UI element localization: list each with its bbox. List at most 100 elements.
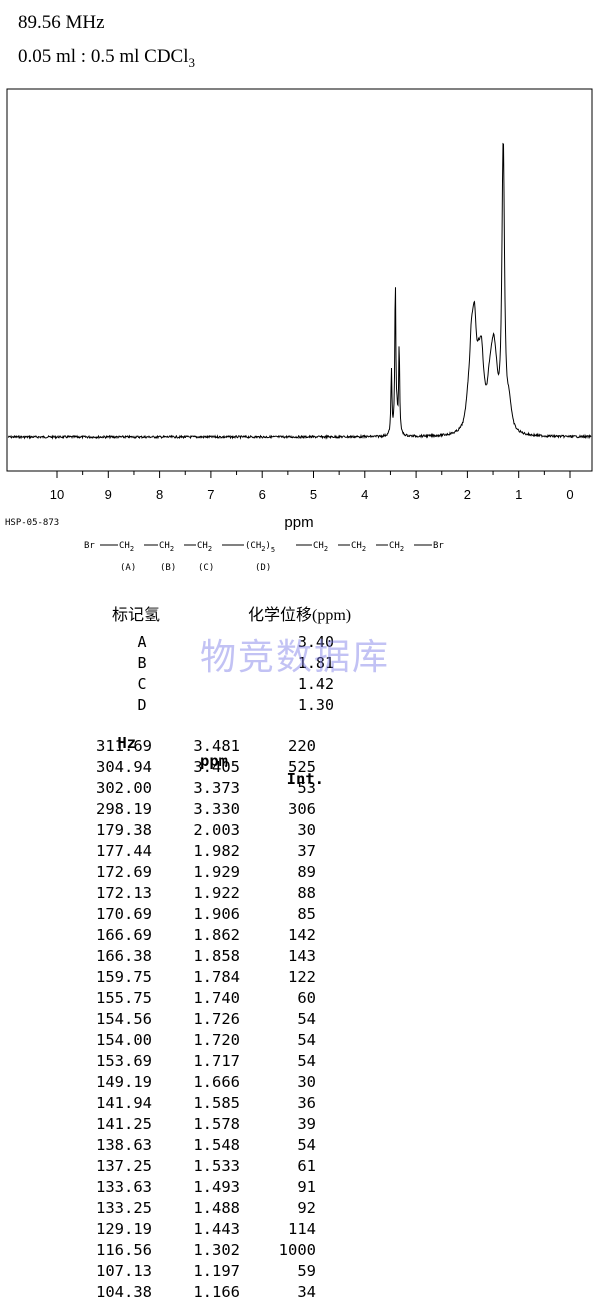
assignment-label: A [137,633,147,651]
cell-int: 143 [288,947,316,965]
cell-hz: 116.56 [96,1241,152,1259]
cell-ppm: 1.533 [193,1157,240,1175]
cell-int: 61 [297,1157,316,1175]
assignment-shift: 3.40 [297,633,334,651]
assignment-shift: 1.42 [297,675,334,693]
cell-ppm: 3.405 [193,758,240,776]
cell-int: 525 [288,758,316,776]
solvent-text: 0.05 ml : 0.5 ml CDCl [18,46,189,67]
structure-group-e: CH2 [313,541,328,553]
x-tick-label: 6 [259,487,266,502]
label-a: (A) [120,563,136,573]
cell-hz: 170.69 [96,905,152,923]
cell-hz: 154.00 [96,1031,152,1049]
cell-hz: 172.69 [96,863,152,881]
assignment-row: A 3.40 [0,633,595,654]
structure-group-f: CH2 [351,541,366,553]
cell-ppm: 3.330 [193,800,240,818]
cell-int: 114 [288,1220,316,1238]
cell-int: 30 [297,1073,316,1091]
cell-ppm: 1.929 [193,863,240,881]
cell-hz: 177.44 [96,842,152,860]
cell-hz: 311.69 [96,737,152,755]
cell-int: 54 [297,1136,316,1154]
table-row: 159.75 1.784 122 [0,968,595,989]
cell-int: 1000 [278,1241,316,1259]
cell-ppm: 1.578 [193,1115,240,1133]
cell-ppm: 1.740 [193,989,240,1007]
header-hz: Hz [117,734,136,752]
plot-frame [6,88,593,472]
table-row: 155.75 1.740 60 [0,989,595,1010]
cell-int: 37 [297,842,316,860]
cell-ppm: 1.982 [193,842,240,860]
table-row: 141.25 1.578 39 [0,1115,595,1136]
cell-ppm: 1.443 [193,1220,240,1238]
cell-ppm: 1.717 [193,1052,240,1070]
table-row: 302.00 3.373 53 [0,779,595,800]
solvent-subscript: 3 [188,54,196,70]
structure-group-c: CH2 [197,541,212,553]
assignment-header-label: 标记氢 [112,607,161,624]
cell-int: 30 [297,821,316,839]
assignment-row: D 1.30 [0,696,595,717]
cell-ppm: 1.726 [193,1010,240,1028]
cell-int: 92 [297,1199,316,1217]
spectrum-trace [7,142,592,440]
cell-int: 89 [297,863,316,881]
watermark-text: 物竞数据库 [200,637,391,678]
cell-int: 306 [288,800,316,818]
x-axis-label: ppm [284,514,313,531]
structure-br-left: Br [84,541,95,551]
cell-int: 54 [297,1031,316,1049]
cell-int: 54 [297,1052,316,1070]
cell-int: 91 [297,1178,316,1196]
cell-ppm: 1.302 [193,1241,240,1259]
cell-int: 122 [288,968,316,986]
cell-ppm: 1.862 [193,926,240,944]
cell-ppm: 3.481 [193,737,240,755]
structure-group-d: (CH2)5 [245,541,275,554]
x-tick-label: 7 [207,487,214,502]
cell-int: 36 [297,1094,316,1112]
x-tick-label: 4 [361,487,368,502]
cell-hz: 304.94 [96,758,152,776]
structure-formula: Br CH2 CH2 CH2 (CH2)5 CH2 CH2 CH2 Br (A)… [84,541,444,573]
cell-ppm: 1.922 [193,884,240,902]
structure-br-right: Br [433,541,444,551]
cell-ppm: 1.585 [193,1094,240,1112]
assignment-shift: 1.30 [297,696,334,714]
header-int: Int. [286,770,324,788]
assignment-shift: 1.81 [297,654,334,672]
cell-int: 60 [297,989,316,1007]
cell-hz: 155.75 [96,989,152,1007]
table-row: 298.19 3.330 306 [0,800,595,821]
table-row: 104.38 1.166 34 [0,1283,595,1304]
cell-int: 88 [297,884,316,902]
assignment-label: D [137,696,147,714]
table-row: 177.44 1.982 37 [0,842,595,863]
header-ppm: ppm [200,752,228,770]
cell-ppm: 1.784 [193,968,240,986]
assignment-label: C [137,675,147,693]
x-tick-label: 2 [464,487,471,502]
assignment-header-shift: 化学位移(ppm) [248,607,352,624]
cell-hz: 138.63 [96,1136,152,1154]
table-row: 116.56 1.302 1000 [0,1241,595,1262]
table-row: 172.13 1.922 88 [0,884,595,905]
structure-group-g: CH2 [389,541,404,553]
assignment-label: B [137,654,147,672]
table-row: 149.19 1.666 30 [0,1073,595,1094]
table-row: 166.38 1.858 143 [0,947,595,968]
cell-ppm: 1.858 [193,947,240,965]
cell-hz: 298.19 [96,800,152,818]
cell-ppm: 1.493 [193,1178,240,1196]
cell-hz: 166.69 [96,926,152,944]
label-b: (B) [160,563,176,573]
table-row: 141.94 1.585 36 [0,1094,595,1115]
table-row: 138.63 1.548 54 [0,1136,595,1157]
table-row: 153.69 1.717 54 [0,1052,595,1073]
table-row: 311.69 3.481 220 [0,737,595,758]
cell-int: 34 [297,1283,316,1301]
cell-hz: 302.00 [96,779,152,797]
